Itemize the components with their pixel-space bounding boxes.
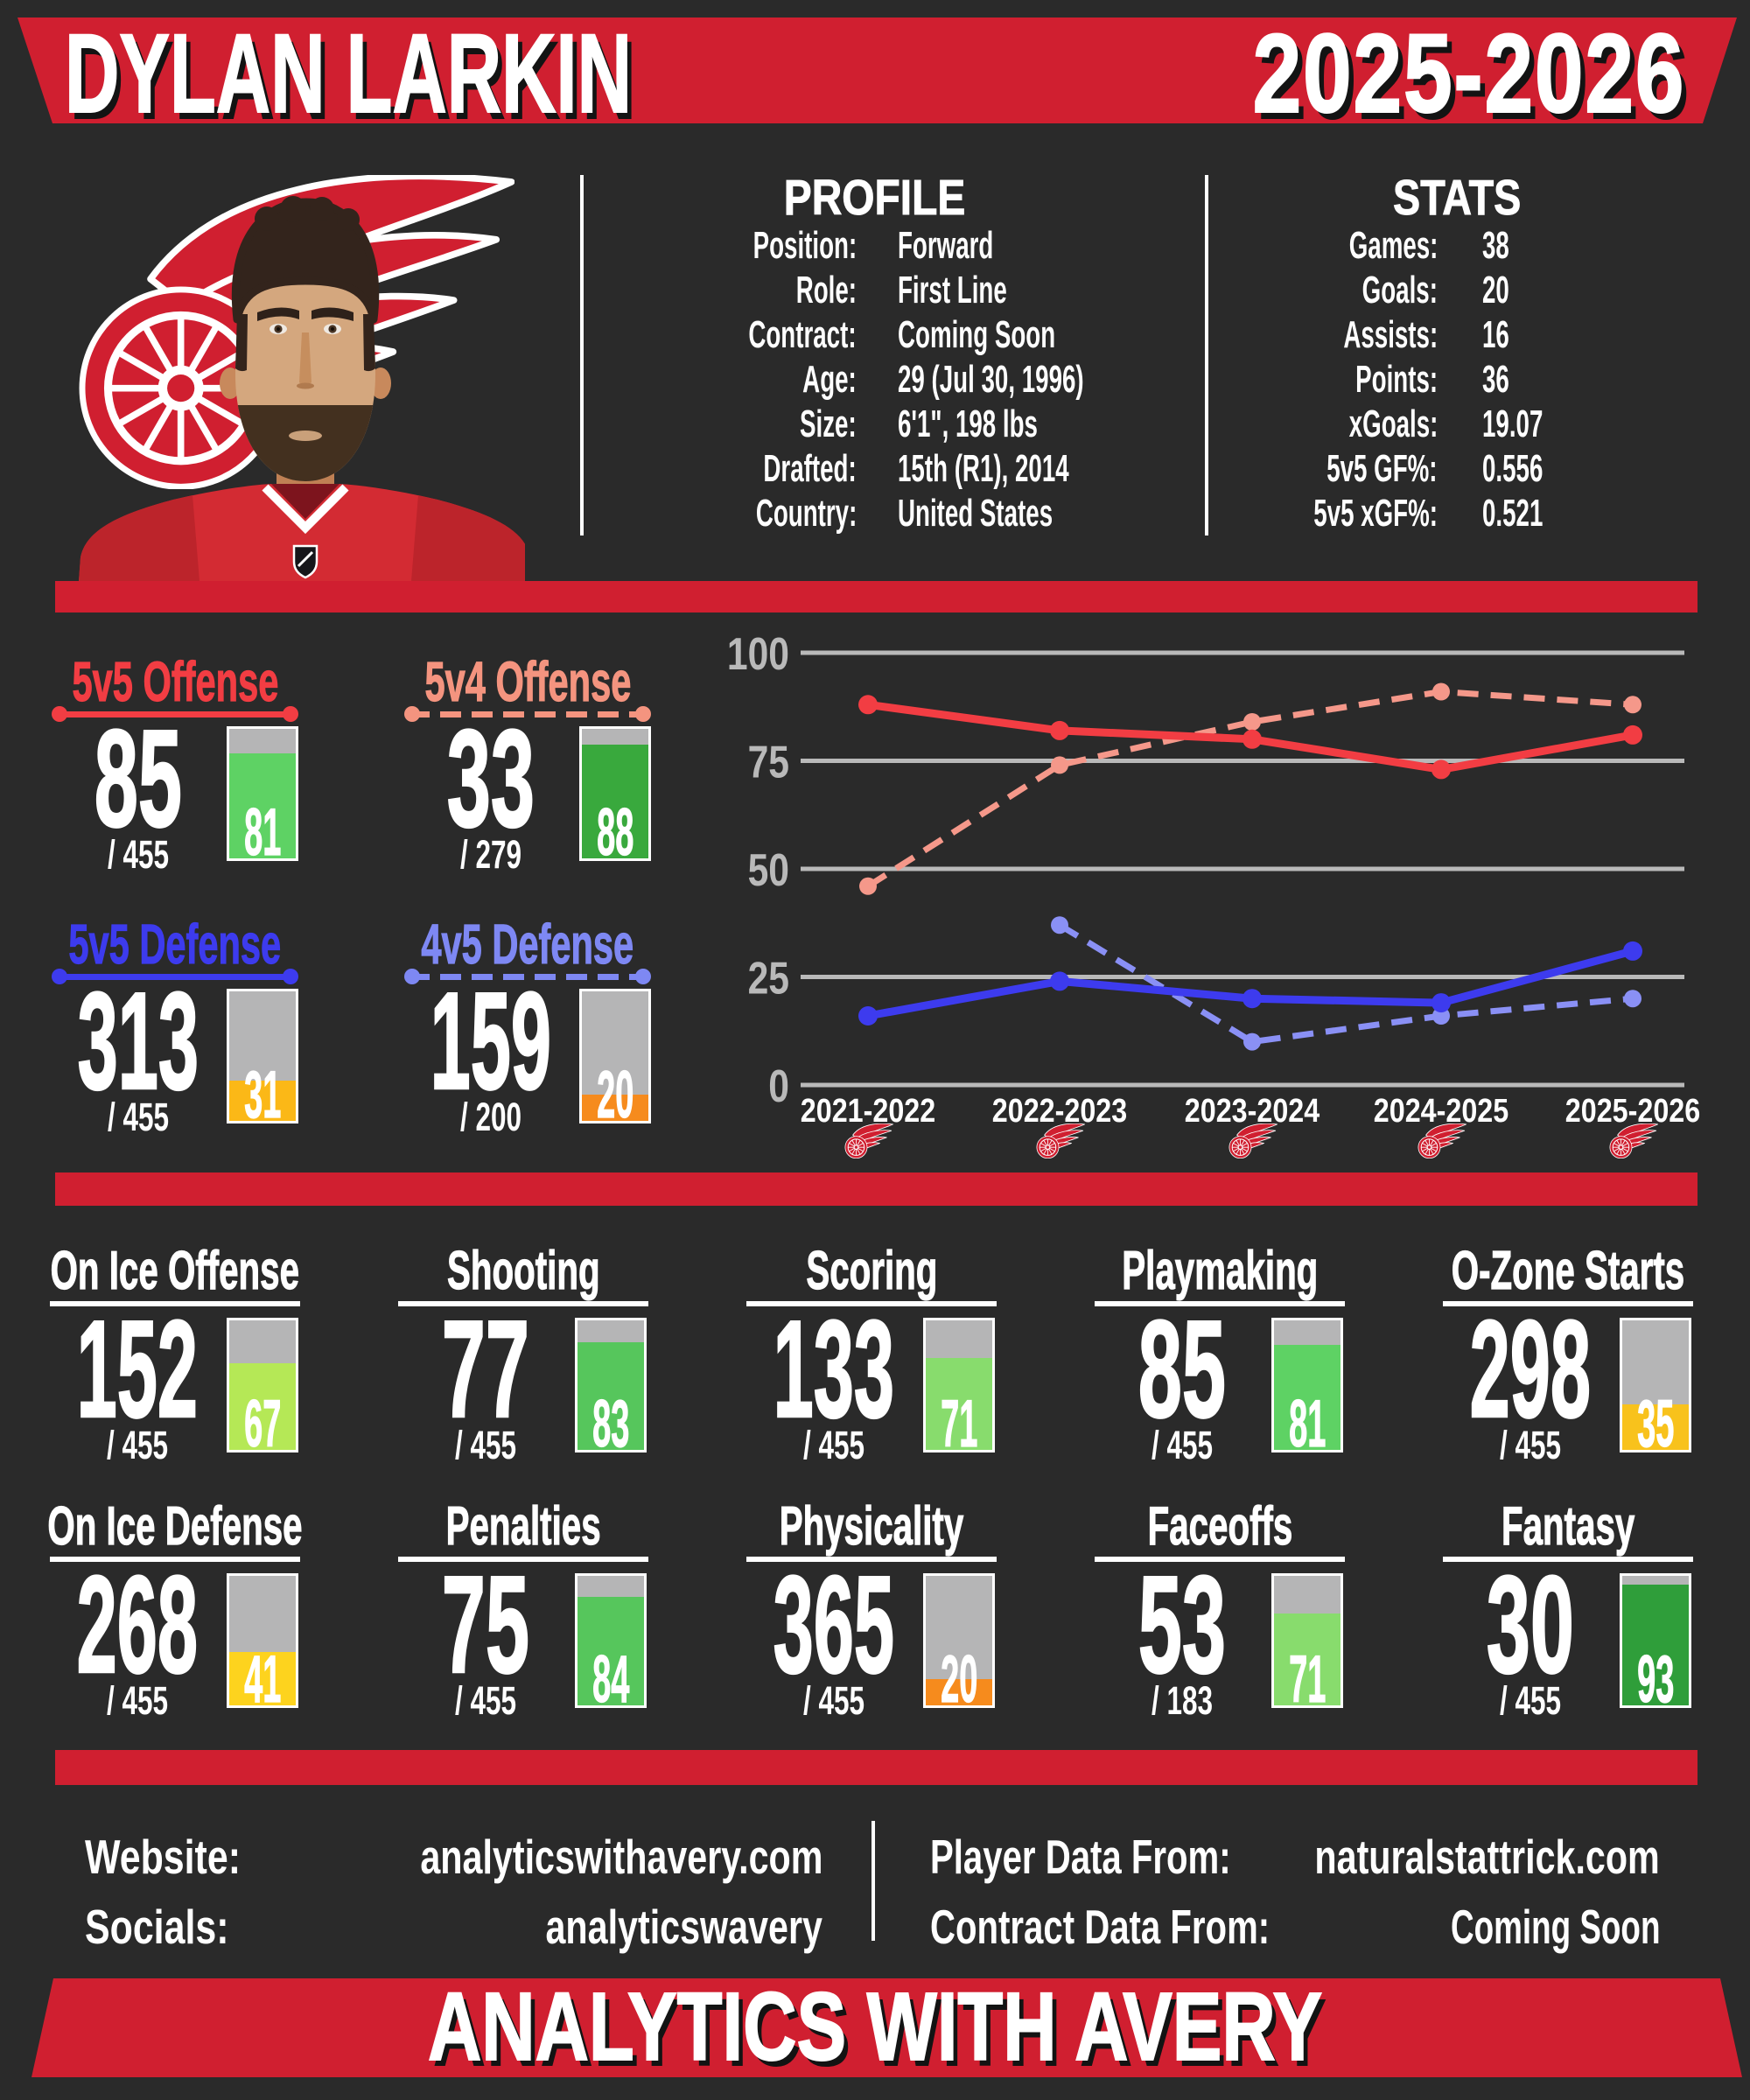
svg-text:75: 75	[748, 738, 789, 788]
svg-text:2021-2022: 2021-2022	[801, 1093, 935, 1130]
svg-text:2022-2023: 2022-2023	[992, 1093, 1127, 1130]
svg-text:50: 50	[748, 845, 789, 896]
svg-text:0: 0	[768, 1061, 789, 1112]
svg-text:2024-2025: 2024-2025	[1374, 1093, 1508, 1130]
svg-text:100: 100	[727, 629, 789, 680]
svg-text:25: 25	[748, 954, 789, 1004]
svg-text:2023-2024: 2023-2024	[1185, 1093, 1320, 1130]
svg-text:2025-2026: 2025-2026	[1565, 1093, 1700, 1130]
